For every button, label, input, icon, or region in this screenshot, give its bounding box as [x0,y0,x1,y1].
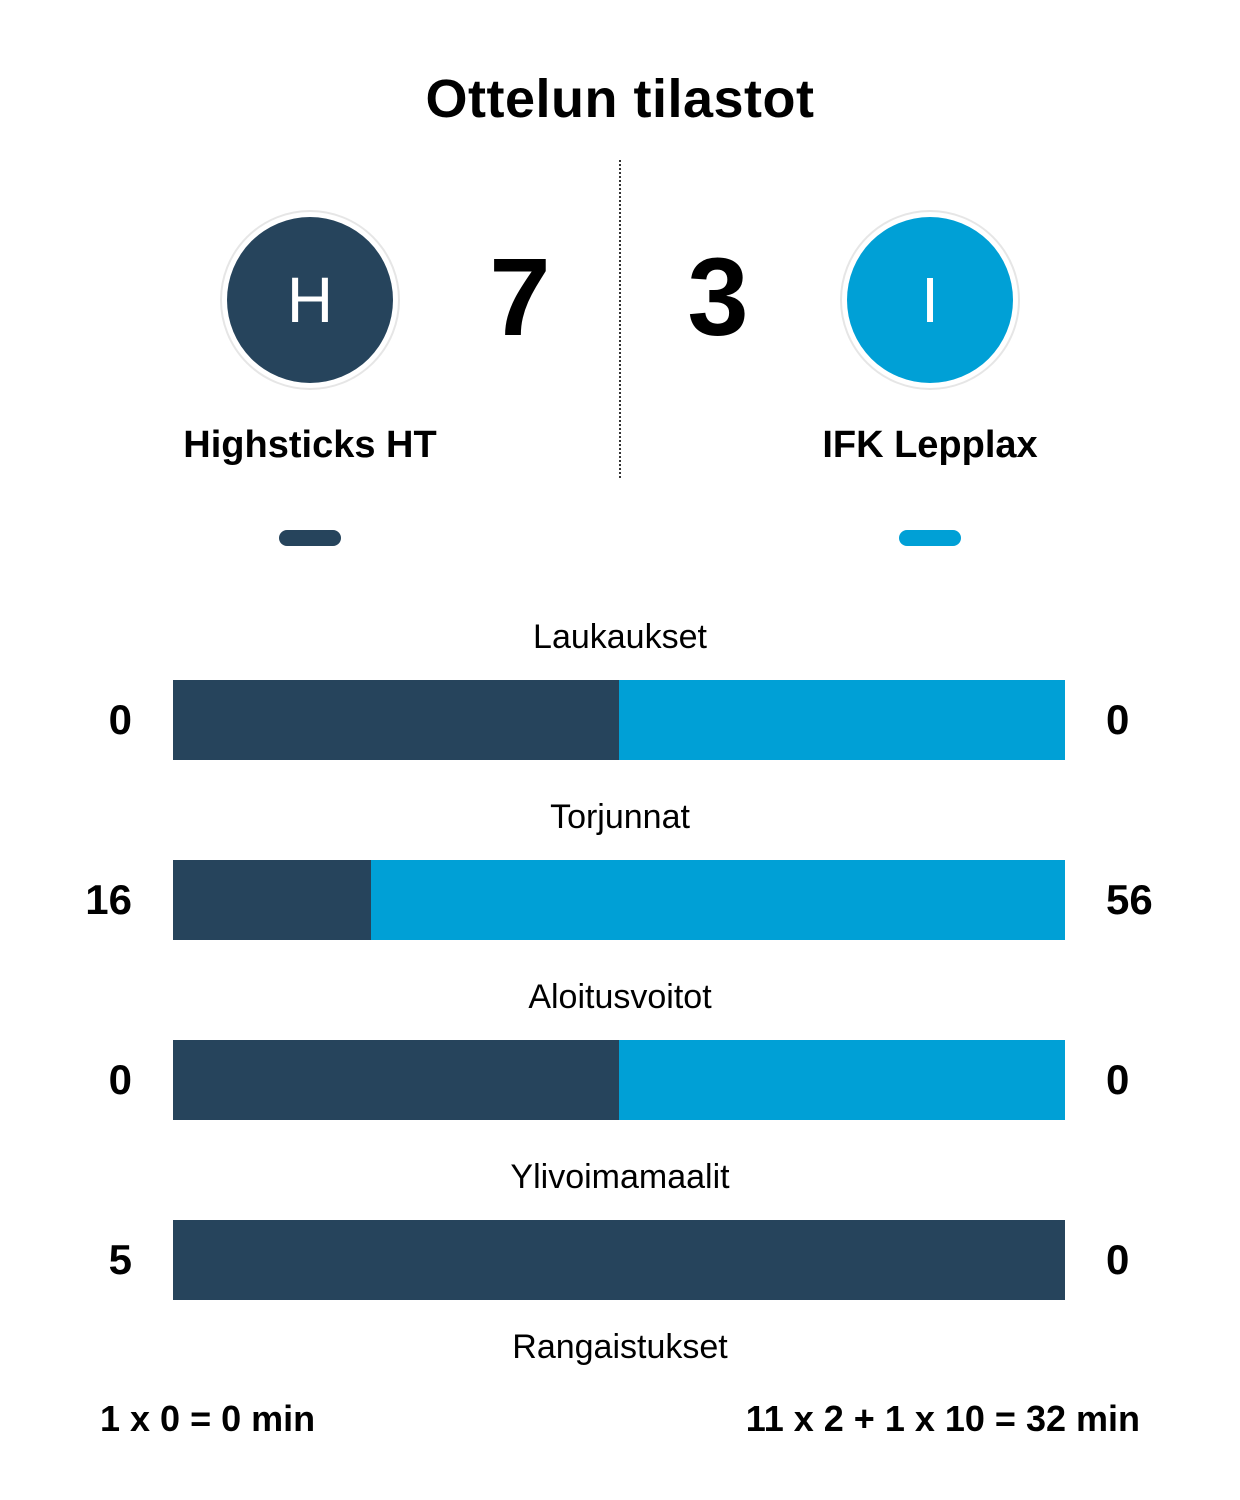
stat-home-value-shots: 0 [108,696,132,743]
away-team-logo-initial: I [847,217,1013,383]
stat-label-shots: Laukaukset [533,618,707,656]
stat-bar-away-segment [619,1040,1065,1120]
home-score: 7 [489,236,551,359]
stat-bar-away-segment [619,680,1065,760]
stat-bar-saves [173,860,1065,940]
stat-bar-away-segment [371,860,1065,940]
home-team-logo-initial: H [227,217,393,383]
stat-away-value-shots: 0 [1106,696,1130,743]
home-team-name: Highsticks HT [183,424,437,466]
away-team-logo: I [840,210,1020,390]
home-penalties: 1 x 0 = 0 min [100,1398,316,1439]
away-score: 3 [687,236,749,359]
stat-label-penalties: Rangaistukset [512,1328,728,1366]
center-divider [619,160,621,478]
stat-home-value-powerplay-goals: 5 [108,1236,132,1283]
away-team-name: IFK Lepplax [822,424,1038,466]
stat-bar-faceoffs [173,1040,1065,1120]
home-team-color-dash [279,530,341,546]
away-penalties: 11 x 2 + 1 x 10 = 32 min [745,1398,1140,1439]
stat-label-faceoffs: Aloitusvoitot [528,978,712,1016]
stat-bar-powerplay-goals [173,1220,1065,1300]
stat-label-saves: Torjunnat [550,798,690,836]
stat-bar-home-segment [173,1220,1065,1300]
stat-away-value-powerplay-goals: 0 [1106,1236,1130,1283]
stat-home-value-faceoffs: 0 [108,1056,132,1103]
stat-bar-shots [173,680,1065,760]
stat-away-value-faceoffs: 0 [1106,1056,1130,1103]
away-team-color-dash [899,530,961,546]
stat-bar-home-segment [173,680,619,760]
stat-label-powerplay-goals: Ylivoimamaalit [510,1158,730,1196]
stat-away-value-saves: 56 [1106,876,1153,923]
stat-bar-home-segment [173,1040,619,1120]
stat-bar-home-segment [173,860,372,940]
page-title: Ottelun tilastot [425,69,815,129]
home-team-logo: H [220,210,400,390]
stat-home-value-saves: 16 [85,876,132,923]
